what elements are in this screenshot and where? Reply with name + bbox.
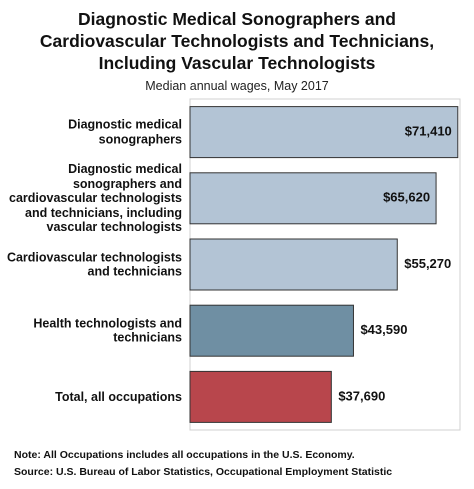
value-label: $71,410 (405, 124, 452, 139)
category-label: Diagnostic medical sonographers and card… (9, 162, 182, 235)
value-label: $55,270 (404, 256, 451, 271)
category-label: Total, all occupations (55, 389, 182, 404)
note: Note: All Occupations includes all occup… (14, 449, 355, 461)
source: Source: U.S. Bureau of Labor Statistics,… (14, 466, 393, 478)
value-label: $37,690 (338, 388, 385, 403)
chart-title: Diagnostic Medical Sonographers and Card… (39, 9, 435, 73)
value-label: $65,620 (383, 190, 430, 205)
bar (189, 172, 437, 225)
bar (189, 370, 332, 423)
category-label: Health technologists and technicians (33, 316, 182, 345)
bar (189, 106, 459, 159)
chart-subtitle: Median annual wages, May 2017 (145, 79, 329, 93)
category-label: Diagnostic medical sonographers (68, 117, 182, 147)
bar (189, 304, 354, 357)
category-label: Cardiovascular technologists and technic… (6, 250, 182, 279)
value-label: $43,590 (360, 322, 407, 337)
bar (189, 238, 398, 291)
